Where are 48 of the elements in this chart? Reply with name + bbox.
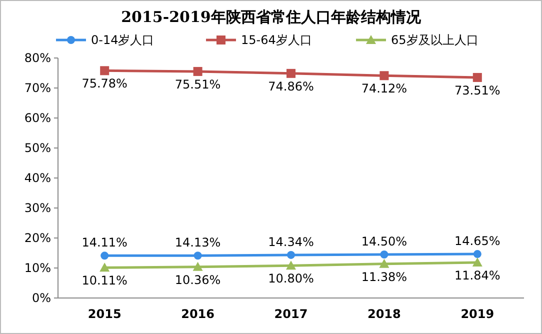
data-label: 14.34% bbox=[268, 234, 314, 249]
y-tick-label: 50% bbox=[24, 141, 51, 155]
point bbox=[380, 71, 389, 80]
x-tick-label: 2019 bbox=[460, 307, 494, 321]
data-label: 14.11% bbox=[82, 236, 128, 250]
data-label: 14.65% bbox=[454, 234, 500, 248]
data-label: 11.38% bbox=[361, 270, 408, 284]
point bbox=[286, 260, 296, 270]
x-tick-label: 2018 bbox=[367, 307, 401, 321]
x-tick-label: 2015 bbox=[88, 307, 122, 321]
data-label: 10.80% bbox=[268, 272, 314, 286]
data-label: 74.86% bbox=[268, 79, 314, 94]
point bbox=[287, 250, 295, 259]
data-label: 75.51% bbox=[174, 77, 221, 92]
data-label: 10.36% bbox=[174, 272, 221, 287]
point bbox=[100, 252, 109, 260]
point bbox=[286, 68, 296, 78]
point bbox=[473, 250, 482, 258]
point bbox=[192, 262, 203, 271]
data-label: 14.13% bbox=[174, 236, 221, 250]
data-label: 74.12% bbox=[361, 82, 408, 96]
y-tick-label: 20% bbox=[24, 231, 51, 245]
y-tick-label: 40% bbox=[24, 171, 51, 185]
point bbox=[100, 262, 110, 272]
data-label: 14.50% bbox=[361, 234, 408, 248]
y-tick-label: 80% bbox=[24, 51, 51, 65]
data-label: 11.84% bbox=[454, 268, 500, 282]
legend-label: 0-14岁人口 bbox=[91, 33, 154, 47]
data-label: 75.78% bbox=[82, 76, 128, 91]
y-tick-label: 70% bbox=[24, 81, 51, 95]
point bbox=[472, 257, 482, 266]
point bbox=[380, 250, 388, 258]
x-tick-label: 2016 bbox=[181, 307, 215, 321]
legend-label: 15-64岁人口 bbox=[241, 33, 312, 47]
point bbox=[193, 66, 202, 76]
point bbox=[472, 72, 482, 82]
x-tick-label: 2017 bbox=[274, 307, 308, 321]
data-label: 73.51% bbox=[454, 83, 500, 98]
chart-title: 2015-2019年陕西省常住人口年龄结构情况 bbox=[121, 8, 422, 26]
legend-label: 65岁及以上人口 bbox=[391, 33, 478, 47]
y-tick-label: 60% bbox=[24, 111, 51, 125]
y-tick-label: 10% bbox=[24, 261, 51, 275]
y-tick-label: 30% bbox=[24, 201, 51, 215]
point bbox=[100, 66, 110, 76]
data-label: 10.11% bbox=[82, 274, 128, 288]
y-tick-label: 0% bbox=[32, 291, 51, 305]
point bbox=[194, 252, 202, 260]
point bbox=[379, 258, 390, 268]
